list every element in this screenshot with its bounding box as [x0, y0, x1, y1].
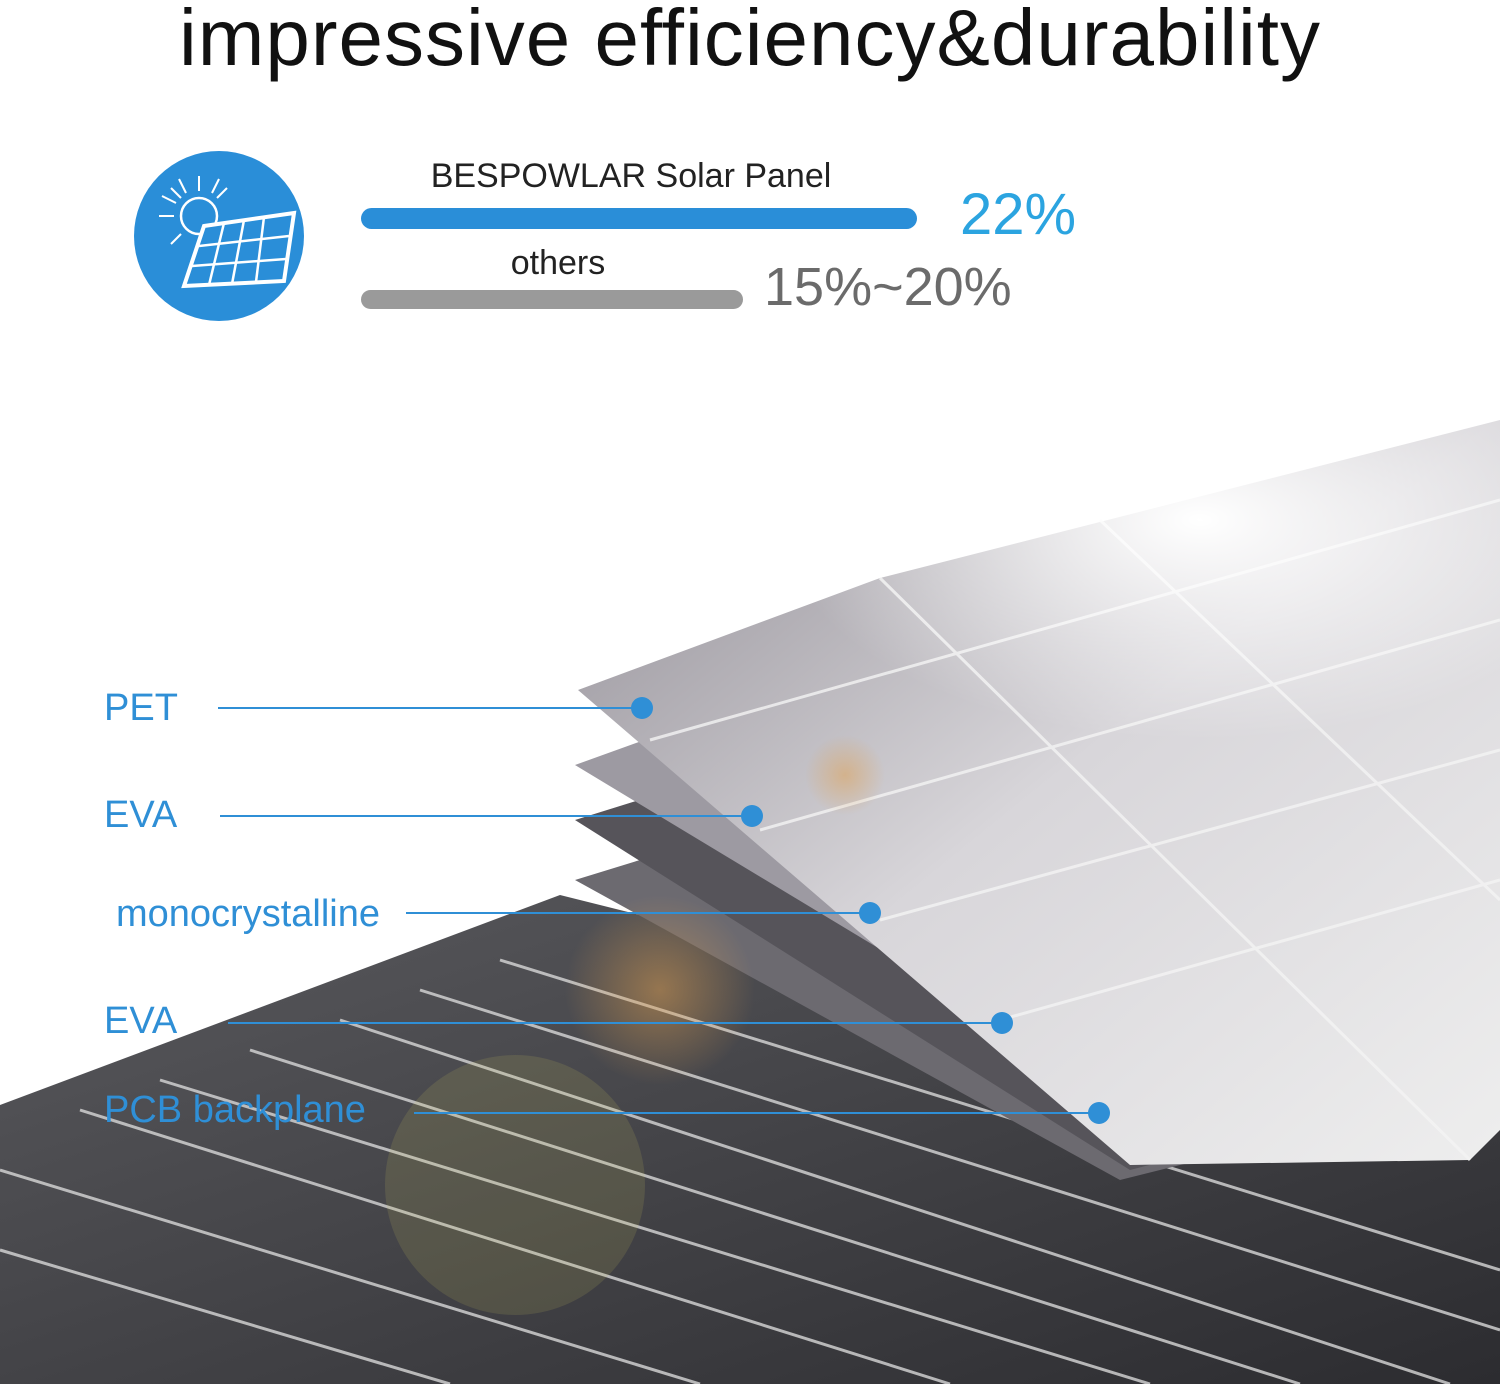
brand-efficiency-value: 22% — [960, 182, 1077, 247]
layer-label-monocrystalline: monocrystalline — [116, 893, 380, 935]
pcb-marker-dot — [1088, 1102, 1110, 1124]
solar-panel-sun-icon — [134, 151, 304, 321]
others-efficiency-value: 15%~20% — [764, 257, 1012, 317]
layer-label-eva-upper: EVA — [104, 794, 178, 836]
eva-lower-marker-dot — [991, 1012, 1013, 1034]
others-label: others — [510, 244, 606, 282]
pet-marker-dot — [631, 697, 653, 719]
layer-label-eva-lower: EVA — [104, 1000, 178, 1042]
brand-efficiency-bar — [361, 208, 917, 229]
page-title: impressive efficiency&durability — [178, 0, 1322, 82]
brand-label: BESPOWLAR Solar Panel — [430, 157, 832, 195]
others-efficiency-bar — [361, 290, 743, 309]
layer-label-pcb-backplane: PCB backplane — [104, 1089, 366, 1131]
layer-label-pet: PET — [104, 687, 178, 729]
eva-upper-marker-dot — [741, 805, 763, 827]
monocrystalline-marker-dot — [859, 902, 881, 924]
